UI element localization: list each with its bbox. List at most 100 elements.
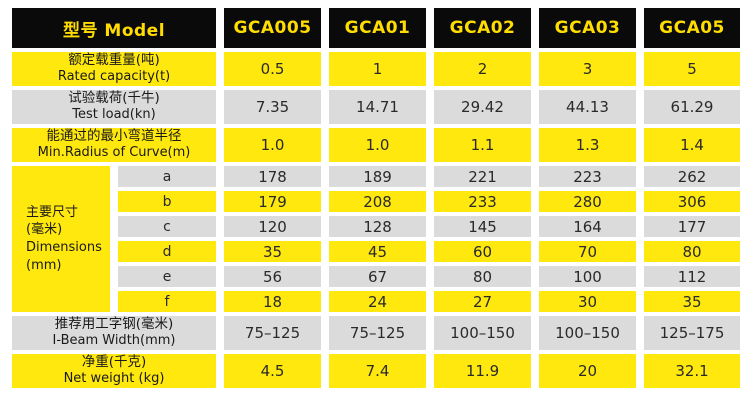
dims-label-cell: 主要尺寸 (毫米) Dimensions (mm) xyxy=(12,166,110,312)
value-cell: 80 xyxy=(644,241,741,262)
dims-label-line: (mm) xyxy=(26,257,62,273)
value-cell: 145 xyxy=(434,216,532,237)
value-cell: 100–150 xyxy=(539,316,637,350)
header-row: 型号 Model GCA005 GCA01 GCA02 GCA03 GCA05 xyxy=(12,8,741,48)
value-cell: 20 xyxy=(539,354,637,388)
value-cell: 29.42 xyxy=(434,90,532,124)
row-label-cell: 试验载荷(千牛) Test load(kn) xyxy=(12,90,217,124)
value-cell: 11.9 xyxy=(434,354,532,388)
value-cell: 45 xyxy=(329,241,427,262)
value-cell: 60 xyxy=(434,241,532,262)
value-cell: 125–175 xyxy=(644,316,741,350)
value-cell: 35 xyxy=(224,241,322,262)
row-label-cell: 推荐用工字钢(毫米) I-Beam Width(mm) xyxy=(12,316,217,350)
value-cell: 262 xyxy=(644,166,741,187)
value-cell: 178 xyxy=(224,166,322,187)
value-cell: 67 xyxy=(329,266,427,287)
value-cell: 100–150 xyxy=(434,316,532,350)
value-cell: 80 xyxy=(434,266,532,287)
dim-letter-cell: c xyxy=(118,216,217,237)
value-cell: 14.71 xyxy=(329,90,427,124)
value-cell: 75–125 xyxy=(329,316,427,350)
value-cell: 18 xyxy=(224,291,322,312)
value-cell: 221 xyxy=(434,166,532,187)
value-cell: 0.5 xyxy=(224,52,322,86)
value-cell: 1.0 xyxy=(224,128,322,162)
value-cell: 24 xyxy=(329,291,427,312)
table-row: 主要尺寸 (毫米) Dimensions (mm) a 178 189 221 … xyxy=(12,166,741,312)
table-row: 试验载荷(千牛) Test load(kn) 7.35 14.71 29.42 … xyxy=(12,90,741,124)
value-cell: 32.1 xyxy=(644,354,741,388)
value-cell: 179 xyxy=(224,191,322,212)
value-cell: 164 xyxy=(539,216,637,237)
value-cell: 44.13 xyxy=(539,90,637,124)
dims-label-line: (毫米) xyxy=(26,222,63,238)
row-label-cell: 额定载重量(吨) Rated capacity(t) xyxy=(12,52,217,86)
value-cell: 75–125 xyxy=(224,316,322,350)
value-cell: 30 xyxy=(539,291,637,312)
value-cell: 5 xyxy=(644,52,741,86)
table-row: f 18 24 27 30 35 xyxy=(12,291,741,312)
value-cell: 177 xyxy=(644,216,741,237)
value-cell: 2 xyxy=(434,52,532,86)
value-cell: 208 xyxy=(329,191,427,212)
dim-letter-cell: f xyxy=(118,291,217,312)
table-row: c 120 128 145 164 177 xyxy=(12,216,741,237)
value-cell: 3 xyxy=(539,52,637,86)
value-cell: 1.4 xyxy=(644,128,741,162)
model-column-header: GCA05 xyxy=(644,8,741,48)
value-cell: 4.5 xyxy=(224,354,322,388)
label-zh: 能通过的最小弯道半径 xyxy=(46,128,182,145)
label-zh: 额定载重量(吨) xyxy=(68,52,160,69)
value-cell: 70 xyxy=(539,241,637,262)
value-cell: 189 xyxy=(329,166,427,187)
table-row: 净重(千克) Net weight (kg) 4.5 7.4 11.9 20 3… xyxy=(12,354,741,388)
model-column-header: GCA005 xyxy=(224,8,322,48)
value-cell: 280 xyxy=(539,191,637,212)
model-column-header: GCA01 xyxy=(329,8,427,48)
label-en: Rated capacity(t) xyxy=(57,69,171,85)
label-en: Test load(kn) xyxy=(72,107,156,123)
row-label-cell: 能通过的最小弯道半径 Min.Radius of Curve(m) xyxy=(12,128,217,162)
table-row: e 56 67 80 100 112 xyxy=(12,266,741,287)
label-en: I-Beam Width(mm) xyxy=(52,333,176,349)
dim-letter-cell: d xyxy=(118,241,217,262)
table-row: 能通过的最小弯道半径 Min.Radius of Curve(m) 1.0 1.… xyxy=(12,128,741,162)
value-cell: 1 xyxy=(329,52,427,86)
row-label-cell: 净重(千克) Net weight (kg) xyxy=(12,354,217,388)
dim-letter-cell: e xyxy=(118,266,217,287)
model-column-header: GCA03 xyxy=(539,8,637,48)
value-cell: 100 xyxy=(539,266,637,287)
value-cell: 120 xyxy=(224,216,322,237)
value-cell: 27 xyxy=(434,291,532,312)
value-cell: 1.1 xyxy=(434,128,532,162)
label-en: Net weight (kg) xyxy=(63,371,165,387)
model-column-header: GCA02 xyxy=(434,8,532,48)
dim-letter-cell: a xyxy=(118,166,217,187)
label-zh: 推荐用工字钢(毫米) xyxy=(54,316,174,333)
table-row: d 35 45 60 70 80 xyxy=(12,241,741,262)
table-row: 推荐用工字钢(毫米) I-Beam Width(mm) 75–125 75–12… xyxy=(12,316,741,350)
value-cell: 128 xyxy=(329,216,427,237)
dims-label-line: Dimensions xyxy=(26,240,102,255)
value-cell: 1.3 xyxy=(539,128,637,162)
dim-letter-cell: b xyxy=(118,191,217,212)
label-en: Min.Radius of Curve(m) xyxy=(37,145,191,161)
value-cell: 112 xyxy=(644,266,741,287)
value-cell: 306 xyxy=(644,191,741,212)
value-cell: 223 xyxy=(539,166,637,187)
value-cell: 233 xyxy=(434,191,532,212)
model-header-cell: 型号 Model xyxy=(12,8,217,48)
value-cell: 56 xyxy=(224,266,322,287)
label-zh: 试验载荷(千牛) xyxy=(68,90,160,107)
dims-label-line: 主要尺寸 xyxy=(26,204,79,220)
value-cell: 35 xyxy=(644,291,741,312)
value-cell: 61.29 xyxy=(644,90,741,124)
spec-table: 型号 Model GCA005 GCA01 GCA02 GCA03 GCA05 … xyxy=(4,4,748,392)
label-zh: 净重(千克) xyxy=(81,354,147,371)
value-cell: 7.35 xyxy=(224,90,322,124)
table-row: b 179 208 233 280 306 xyxy=(12,191,741,212)
table-row: 额定载重量(吨) Rated capacity(t) 0.5 1 2 3 5 xyxy=(12,52,741,86)
value-cell: 1.0 xyxy=(329,128,427,162)
value-cell: 7.4 xyxy=(329,354,427,388)
